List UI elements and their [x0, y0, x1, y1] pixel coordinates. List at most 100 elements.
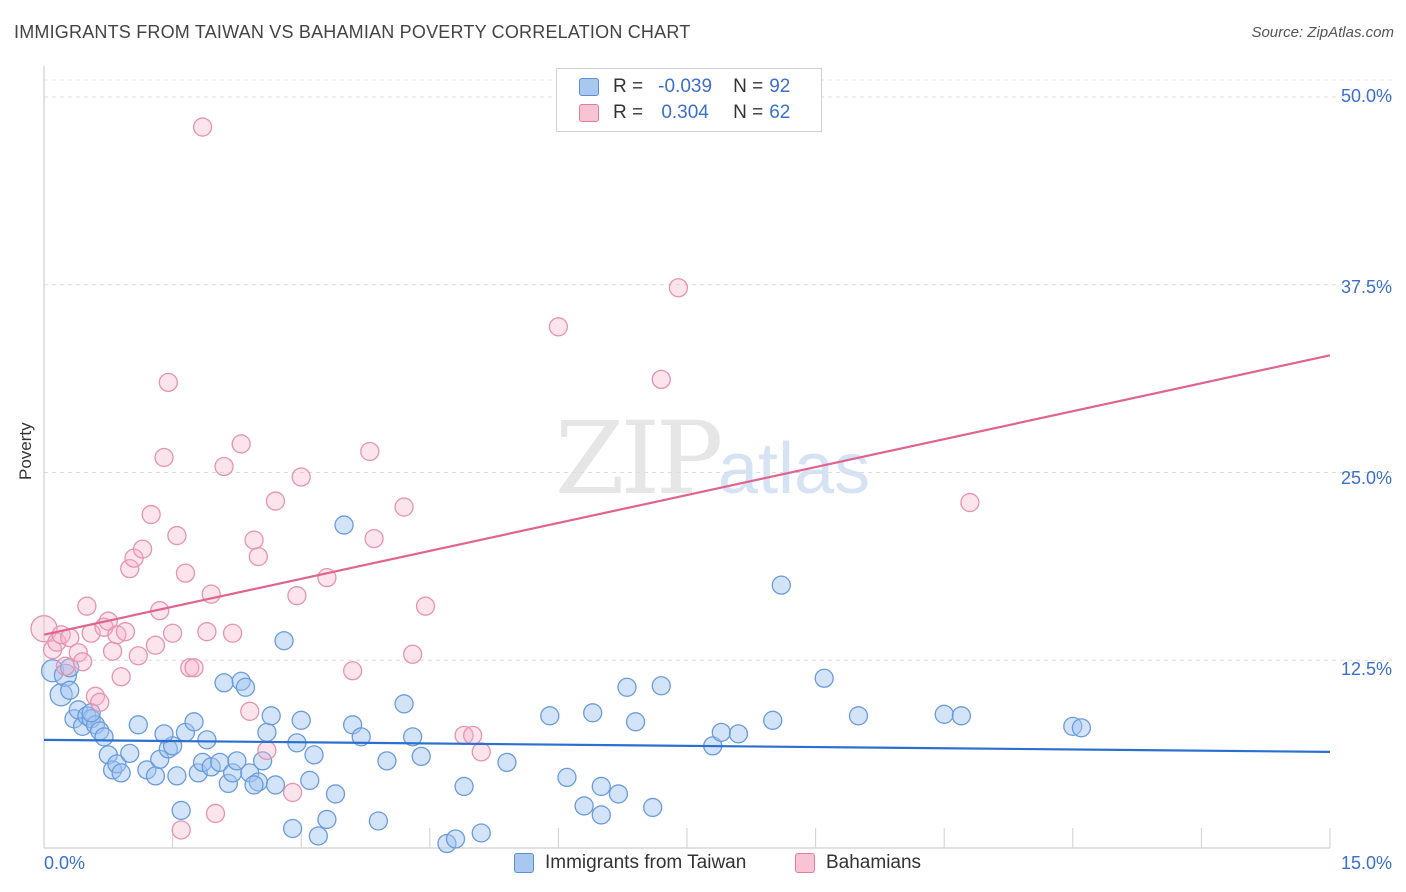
taiwan-point: [94, 727, 114, 747]
taiwan-point: [728, 724, 749, 744]
taiwan-point: [291, 710, 311, 730]
bahamian-point: [171, 820, 191, 840]
bahamian-point: [248, 546, 268, 567]
y-tick-label: 50.0%: [1340, 86, 1392, 106]
taiwan-point: [403, 727, 423, 747]
taiwan-point: [154, 724, 174, 744]
y-tick-label: 12.5%: [1340, 659, 1392, 679]
watermark-atlas: atlas: [718, 429, 871, 509]
taiwan-point: [308, 826, 328, 846]
taiwan-point: [574, 796, 594, 816]
series-legend: Immigrants from Taiwan Bahamians: [0, 852, 1406, 878]
bahamian-point: [960, 492, 980, 513]
taiwan-point: [317, 809, 337, 830]
taiwan-point: [40, 659, 65, 683]
taiwan-point: [300, 770, 320, 791]
legend-row-taiwan: R = -0.039 N = 92: [579, 76, 790, 98]
bahamian-point: [257, 740, 277, 761]
taiwan-point: [304, 745, 324, 765]
taiwan-point: [107, 754, 127, 774]
taiwan-point: [334, 515, 354, 535]
bahamian-point: [132, 539, 153, 559]
y-axis-label: Poverty: [16, 422, 35, 480]
bahamian-point: [668, 278, 689, 298]
taiwan-point: [244, 775, 264, 795]
bahamian-point: [342, 661, 363, 681]
bahamian-point: [282, 782, 303, 803]
taiwan-point: [411, 746, 431, 767]
taiwan-point: [210, 752, 230, 773]
legend-n-value: 62: [769, 102, 791, 123]
taiwan-point: [197, 730, 217, 750]
taiwan-point: [591, 805, 611, 825]
taiwan-point: [771, 575, 791, 595]
bahamian-point: [548, 317, 569, 337]
bahamian-point: [120, 558, 140, 579]
taiwan-point: [235, 677, 256, 697]
taiwan-point: [257, 722, 277, 742]
taiwan-point: [282, 818, 303, 839]
taiwan-point: [368, 811, 389, 831]
legend-r-label: R =: [613, 76, 644, 97]
taiwan-point: [227, 751, 247, 771]
taiwan-point: [128, 715, 148, 735]
correlation-legend: R = -0.039 N = 92 R = 0.304 N = 62: [556, 68, 822, 132]
bahamian-point: [415, 596, 436, 616]
bahamian-point: [291, 467, 311, 487]
bahamian-point: [192, 117, 213, 137]
legend-r-value: -0.039: [658, 76, 713, 97]
series-legend-item-taiwan[interactable]: Immigrants from Taiwan: [514, 852, 746, 874]
taiwan-point: [274, 631, 294, 651]
taiwan-point: [261, 706, 281, 726]
taiwan-point: [951, 706, 971, 726]
taiwan-point: [814, 668, 834, 688]
taiwan-point: [608, 784, 629, 804]
taiwan-point: [617, 677, 637, 697]
bahamian-point: [403, 644, 423, 664]
bahamian-point: [154, 447, 174, 468]
bahamian-point: [360, 441, 380, 462]
taiwan-point: [437, 833, 457, 854]
taiwan-point: [218, 773, 238, 794]
bahamian-point: [55, 656, 76, 676]
bahamian-point: [222, 623, 243, 643]
bahamian-point: [145, 635, 166, 655]
bahamian-point: [141, 504, 161, 525]
bahamian-point: [197, 622, 217, 642]
taiwan-point: [540, 706, 560, 726]
bahamian-point: [651, 369, 671, 390]
bahamian-point: [287, 586, 307, 606]
taiwan-point: [625, 712, 646, 732]
series-label-taiwan: Immigrants from Taiwan: [545, 852, 747, 873]
chart-title: IMMIGRANTS FROM TAIWAN VS BAHAMIAN POVER…: [14, 22, 691, 42]
taiwan-point: [120, 743, 140, 764]
bahamian-point: [394, 497, 414, 517]
taiwan-point: [1071, 718, 1092, 738]
legend-n-label: N =: [733, 76, 764, 97]
series-swatch-bahamians: [795, 853, 815, 873]
bahamian-point: [240, 701, 260, 721]
bahamian-point: [111, 667, 131, 687]
taiwan-point: [711, 722, 731, 742]
taiwan-point: [201, 757, 221, 777]
chart-source: Source: ZipAtlas.com: [1251, 24, 1394, 41]
taiwan-point: [222, 763, 243, 783]
bahamian-point: [175, 563, 196, 583]
taiwan-point: [351, 727, 371, 747]
taiwan-point: [171, 800, 191, 821]
bahamian-point: [471, 742, 491, 762]
bahamian-point: [180, 658, 200, 678]
bahamian-point: [158, 372, 178, 393]
legend-n-value: 92: [769, 76, 791, 97]
taiwan-point: [934, 704, 954, 724]
taiwan-trend-line: [43, 738, 1331, 753]
taiwan-point: [445, 829, 466, 849]
taiwan-point: [763, 710, 783, 730]
bahamian-point: [90, 692, 110, 712]
bahamian-trend-line: [43, 354, 1331, 636]
y-tick-label: 25.0%: [1340, 468, 1392, 488]
watermark-zip: ZIP: [555, 400, 723, 517]
series-legend-item-bahamians[interactable]: Bahamians: [795, 852, 921, 874]
taiwan-point: [591, 776, 611, 797]
taiwan-point: [651, 676, 671, 696]
